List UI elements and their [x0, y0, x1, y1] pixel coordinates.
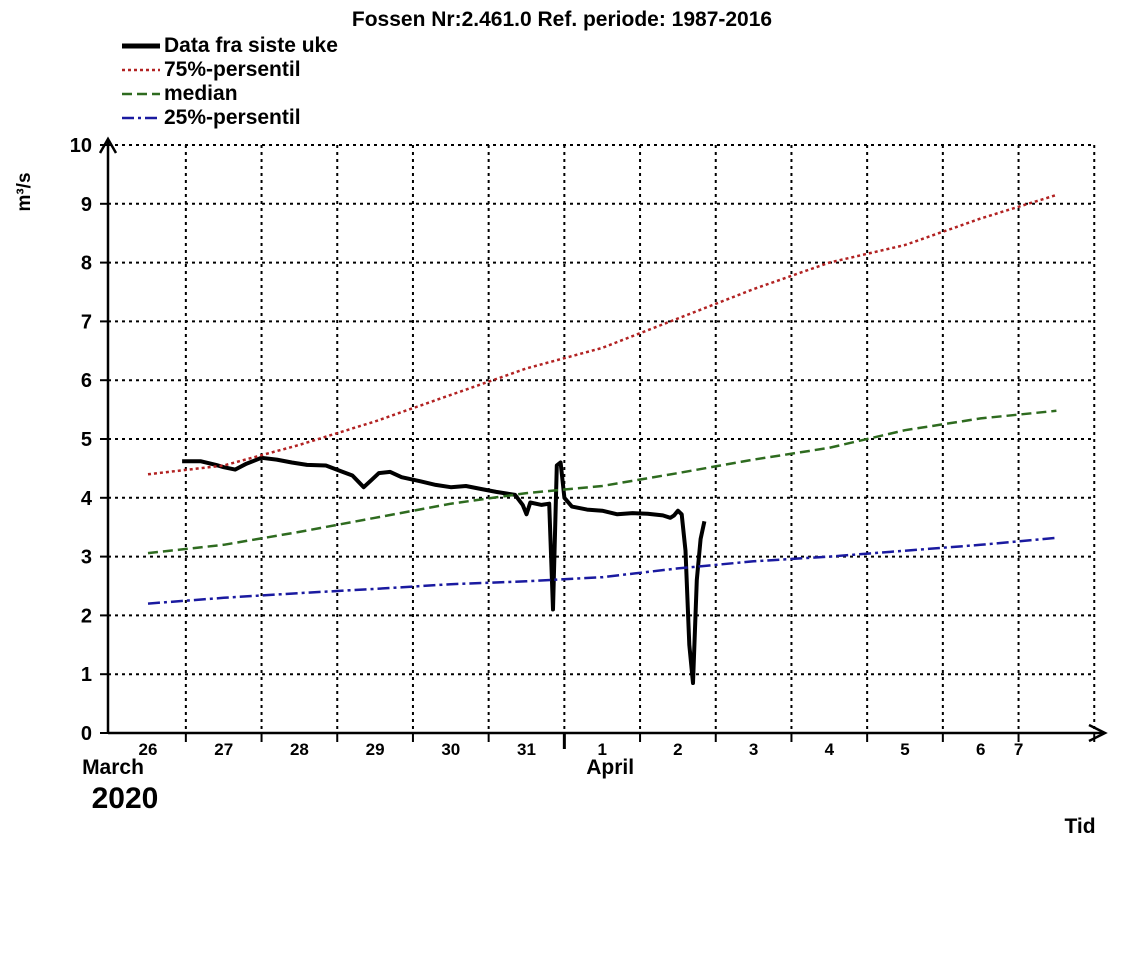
- y-tick-label-10: 10: [70, 135, 92, 157]
- x-tick-label-27: 27: [214, 740, 233, 759]
- grid: [108, 144, 1096, 733]
- series-line-0: [182, 455, 707, 685]
- y-tick-label-1: 1: [81, 664, 92, 686]
- series-line-3: [147, 536, 1057, 605]
- series-line-2: [147, 409, 1057, 555]
- y-tick-label-4: 4: [81, 488, 93, 510]
- axes: [98, 136, 1108, 749]
- x-tick-label-30: 30: [441, 740, 460, 759]
- y-tick-label-9: 9: [81, 194, 92, 216]
- x-tick-label-6: 6: [976, 740, 985, 759]
- y-tick-label-3: 3: [81, 547, 92, 569]
- y-axis-label: m³/s: [14, 172, 35, 211]
- tick-labels: 0 1 2 3 4 5 6 7 8 9 10 26 27 28 29 30 31 1 2 3 4 5 6 7 March Apri…: [70, 135, 1024, 779]
- y-axis-arrow: [98, 136, 118, 154]
- y-tick-label-0: 0: [81, 723, 92, 745]
- x-tick-label-26: 26: [139, 740, 158, 759]
- x-tick-label-1: 1: [597, 740, 606, 759]
- legend-label-3: 25%-persentil: [164, 106, 301, 129]
- year-label: 2020: [92, 782, 159, 815]
- x-tick-label-28: 28: [290, 740, 309, 759]
- x-tick-label-29: 29: [366, 740, 385, 759]
- x-tick-label-4: 4: [825, 740, 835, 759]
- legend-label-0: Data fra siste uke: [164, 34, 338, 57]
- legend: Data fra siste uke75%-persentilmedian25%…: [122, 34, 338, 129]
- x-tick-label-3: 3: [749, 740, 758, 759]
- x-axis-label: Tid: [1064, 815, 1095, 838]
- y-tick-label-7: 7: [81, 311, 92, 333]
- x-tick-label-7: 7: [1014, 740, 1023, 759]
- month-label-march: March: [82, 756, 144, 779]
- legend-label-1: 75%-persentil: [164, 58, 301, 81]
- x-axis-arrow: [1088, 723, 1108, 743]
- x-tick-label-5: 5: [900, 740, 909, 759]
- x-tick-label-31: 31: [517, 740, 536, 759]
- month-label-april: April: [586, 756, 634, 779]
- y-tick-label-8: 8: [81, 253, 92, 275]
- y-tick-label-2: 2: [81, 605, 92, 627]
- y-tick-label-5: 5: [81, 429, 92, 451]
- chart-title: Fossen Nr:2.461.0 Ref. periode: 1987-201…: [352, 8, 772, 31]
- series-lines: [147, 193, 1057, 685]
- series-line-1: [147, 193, 1057, 476]
- y-tick-label-6: 6: [81, 370, 92, 392]
- legend-label-2: median: [164, 82, 238, 105]
- x-tick-label-2: 2: [673, 740, 682, 759]
